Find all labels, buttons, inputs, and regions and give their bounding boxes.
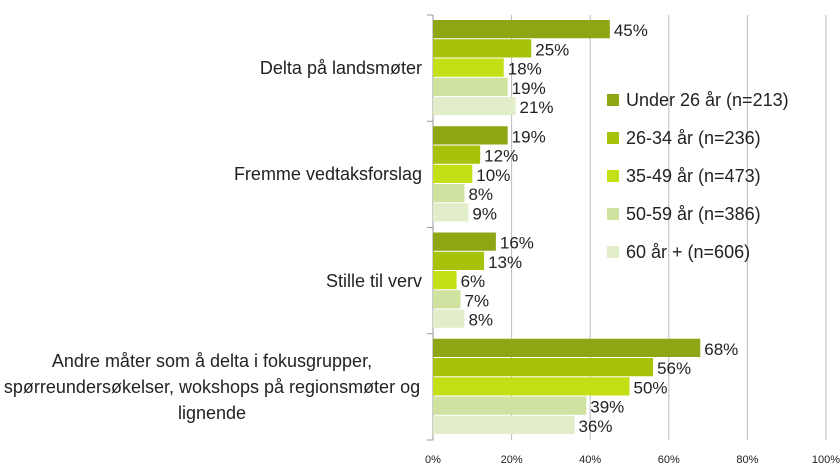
bar [433,338,701,357]
data-label: 12% [484,147,518,166]
bar [433,184,465,203]
data-label: 10% [476,166,510,185]
data-label: 68% [704,340,738,359]
legend-swatch [607,170,619,182]
bar [433,309,465,328]
category-label: Fremme vedtaksforslag [2,161,422,187]
data-label: 36% [578,417,612,436]
bar [433,126,508,145]
data-label: 18% [508,60,542,79]
data-label: 16% [500,234,534,253]
bar [433,97,516,116]
bar [433,77,508,96]
data-label: 19% [512,127,546,146]
category-text: Fremme vedtaksforslag [233,164,422,185]
legend-label: 50-59 år (n=386) [626,204,761,224]
category-label: Stille til verv [2,268,422,294]
data-label: 21% [520,98,554,117]
bar [433,39,532,58]
bar [433,415,575,434]
x-tick-label: 100% [812,454,840,466]
data-label: 13% [488,253,522,272]
bar [433,20,610,39]
x-tick-label: 0% [425,454,441,466]
legend-label: 26-34 år (n=236) [626,128,761,148]
data-label: 6% [461,272,486,291]
data-label: 8% [468,311,493,330]
category-text: Delta på landsmøter [259,58,422,79]
legend-swatch [607,94,619,106]
legend-label: 60 år + (n=606) [626,242,750,262]
data-label: 56% [657,359,691,378]
data-label: 7% [465,291,490,310]
category-text: Stille til verv [325,270,422,291]
data-label: 45% [614,21,648,40]
bar [433,232,496,251]
data-label: 19% [512,79,546,98]
category-text: Andre måter som å delta i fokusgrupper, … [3,350,421,423]
bar [433,396,587,415]
data-label: 8% [468,185,493,204]
bar [433,290,461,309]
data-label: 39% [590,398,624,417]
bar [433,251,485,270]
x-tick-label: 20% [501,454,523,466]
data-label: 25% [535,40,569,59]
legend-swatch [607,246,619,258]
data-label: 9% [472,204,497,223]
bar [433,164,473,183]
bar [433,377,630,396]
data-label: 50% [634,378,668,397]
category-label: Andre måter som å delta i fokusgrupper, … [2,348,422,426]
bar [433,58,504,77]
legend-swatch [607,132,619,144]
legend-label: 35-49 år (n=473) [626,166,761,186]
bar [433,271,457,290]
x-tick-label: 40% [579,454,601,466]
bar [433,358,654,377]
bar [433,203,469,222]
bar [433,145,481,164]
legend-label: Under 26 år (n=213) [626,90,789,110]
x-tick-label: 60% [658,454,680,466]
x-tick-label: 80% [736,454,758,466]
legend-swatch [607,208,619,220]
category-label: Delta på landsmøter [2,55,422,81]
